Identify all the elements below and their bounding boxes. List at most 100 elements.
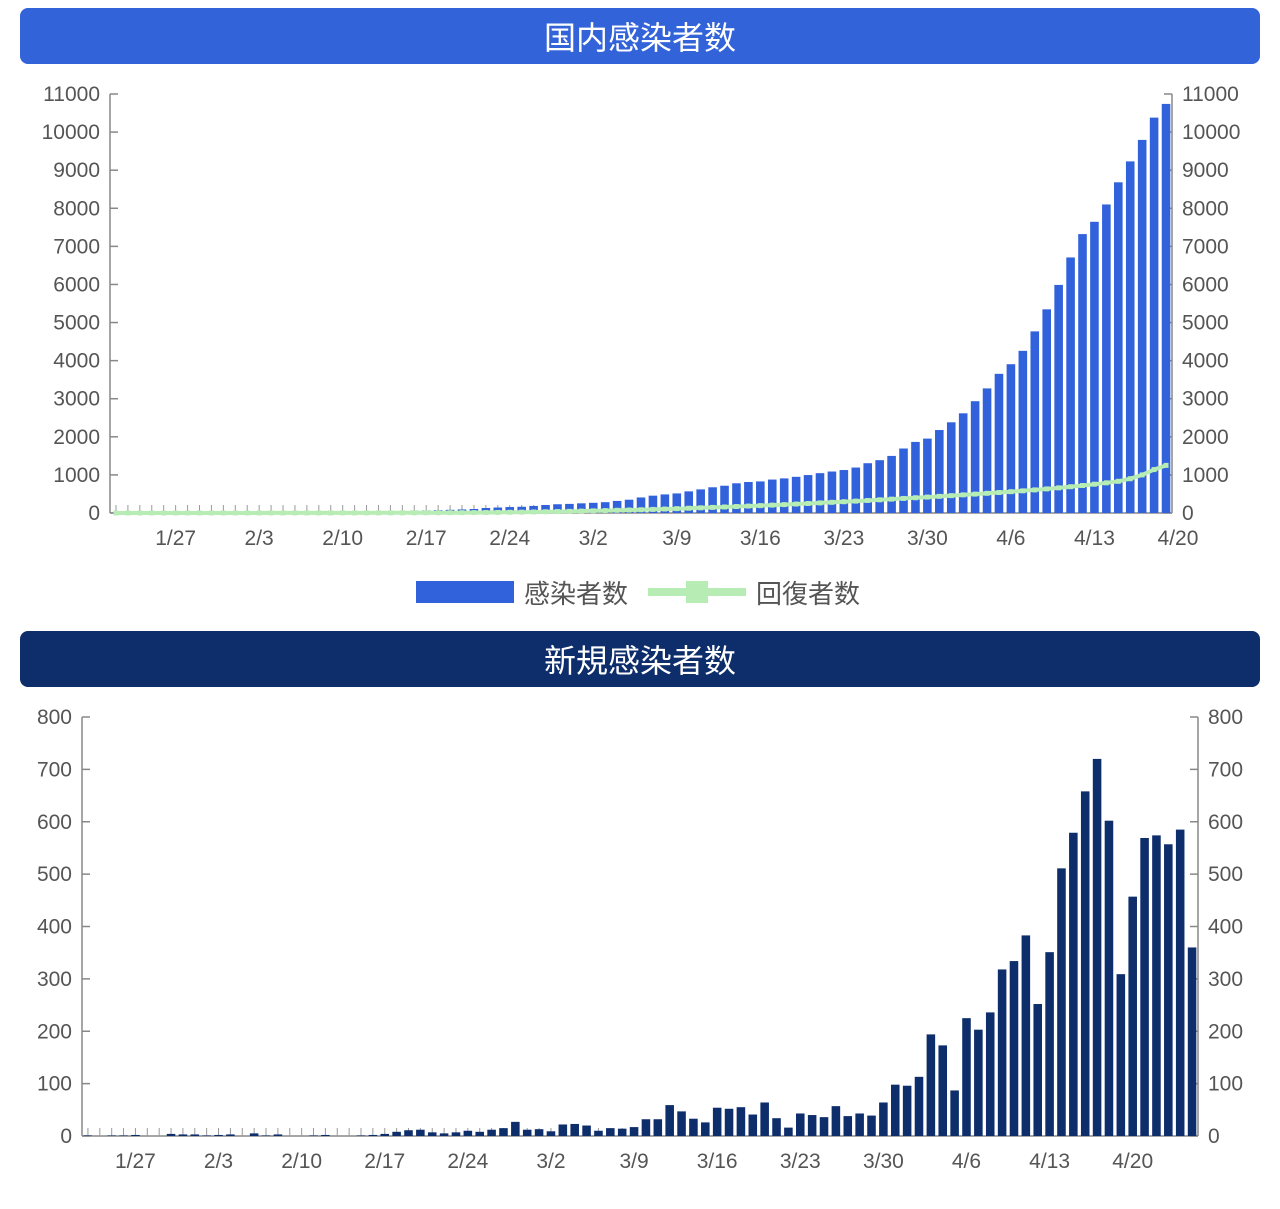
y-tick-label-left: 5000	[53, 312, 100, 335]
recovered-point	[674, 506, 680, 512]
bar	[226, 1134, 235, 1136]
x-tick-label: 4/20	[1112, 1150, 1153, 1173]
bar	[796, 1113, 805, 1136]
recovered-point	[948, 493, 954, 499]
bar	[653, 1119, 663, 1136]
legend-label-recovered: 回復者数	[756, 579, 861, 610]
recovered-point	[912, 495, 918, 501]
bar	[748, 1114, 758, 1136]
recovered-point	[173, 510, 179, 516]
bar	[815, 473, 825, 513]
bar	[499, 1128, 508, 1136]
y-tick-label-right: 7000	[1182, 235, 1229, 258]
y-tick-label-left: 1000	[53, 464, 100, 487]
bar	[404, 1130, 413, 1136]
cumulative-infections-chart: 0 0 1000 1000 2000 2000 3000 3000 4000 4000 5000 50…	[42, 83, 1241, 550]
new-infections-chart: 0 0 100 100 200 200 300 300 400 400 500 500 600 600 70…	[37, 706, 1243, 1173]
recovered-point	[304, 510, 310, 516]
recovered-point	[1044, 486, 1050, 492]
bar	[1042, 309, 1052, 513]
bar	[1078, 234, 1087, 513]
bar	[380, 1133, 390, 1136]
bar	[427, 1132, 437, 1136]
y-tick-label-left: 8000	[53, 197, 100, 220]
bar	[166, 1133, 176, 1136]
bar	[648, 495, 658, 513]
y-tick-label-right: 9000	[1182, 159, 1229, 182]
bar	[819, 1117, 829, 1136]
y-tick-label-right: 700	[1208, 758, 1243, 781]
recovered-point	[805, 500, 811, 506]
y-tick-label-left: 500	[37, 863, 72, 886]
recovered-point	[185, 510, 191, 516]
recovered-point	[1163, 462, 1169, 468]
bar	[958, 413, 968, 513]
recovered-point	[853, 498, 859, 504]
y-tick-label-left: 800	[37, 706, 72, 729]
bar	[261, 1135, 271, 1136]
bar	[1069, 832, 1078, 1136]
bar	[577, 503, 586, 513]
recovered-point	[960, 492, 966, 498]
bar	[926, 1034, 936, 1136]
recovered-point	[447, 510, 453, 516]
bar	[672, 493, 682, 513]
recovered-point	[829, 499, 835, 505]
bar	[119, 1135, 128, 1136]
recovered-point	[924, 494, 930, 500]
bar	[660, 494, 670, 513]
bar	[902, 1085, 912, 1136]
bar	[558, 1124, 568, 1136]
recovered-point	[1020, 488, 1026, 494]
bar	[911, 441, 920, 513]
bar	[541, 505, 550, 513]
bar	[624, 499, 634, 513]
bar	[356, 1135, 366, 1136]
legend-label-infections: 感染者数	[524, 579, 629, 610]
recovered-point	[710, 504, 716, 510]
y-tick-label-left: 7000	[53, 235, 100, 258]
recovered-point	[543, 509, 549, 515]
y-tick-label-left: 0	[88, 502, 100, 525]
recovered-point	[1056, 485, 1062, 491]
bar	[970, 401, 980, 513]
legend-item-recovered[interactable]: 回復者数	[648, 572, 860, 612]
recovered-point	[841, 499, 847, 505]
recovered-point	[745, 503, 751, 509]
x-tick-label: 3/16	[697, 1150, 738, 1173]
recovered-point	[769, 502, 775, 508]
x-tick-label: 2/10	[322, 527, 363, 550]
bar	[1128, 896, 1137, 1136]
recovered-point	[411, 510, 417, 516]
bar	[214, 1134, 223, 1136]
recovered-point	[686, 505, 692, 511]
legend-swatch-line	[648, 581, 746, 603]
bar	[1045, 952, 1054, 1136]
bar	[600, 502, 610, 513]
x-tick-label: 4/6	[952, 1150, 981, 1173]
bar	[546, 1131, 556, 1136]
bar	[463, 1130, 473, 1136]
bar	[950, 1090, 959, 1136]
x-tick-label: 3/2	[579, 527, 608, 550]
bar	[475, 1131, 484, 1136]
y-tick-label-right: 600	[1208, 811, 1243, 834]
bar	[997, 969, 1007, 1136]
bar	[570, 1123, 579, 1136]
bar	[1018, 350, 1028, 513]
recovered-point	[626, 507, 632, 513]
bar	[938, 1045, 948, 1136]
new-cases-chart-title: 新規感染者数	[20, 631, 1260, 687]
bar	[1149, 117, 1159, 513]
y-tick-label-right: 800	[1208, 706, 1243, 729]
y-tick-label-right: 4000	[1182, 350, 1229, 373]
legend-item-infections[interactable]: 感染者数	[416, 572, 628, 612]
bar	[1137, 139, 1147, 513]
recovered-point	[1115, 478, 1121, 484]
bar	[935, 430, 944, 513]
y-tick-label-right: 10000	[1182, 121, 1240, 144]
recovered-point	[865, 497, 871, 503]
recovered-point	[459, 510, 465, 516]
bar	[720, 485, 729, 513]
recovered-point	[161, 510, 167, 516]
